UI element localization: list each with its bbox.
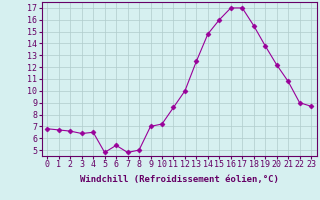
X-axis label: Windchill (Refroidissement éolien,°C): Windchill (Refroidissement éolien,°C) [80,175,279,184]
